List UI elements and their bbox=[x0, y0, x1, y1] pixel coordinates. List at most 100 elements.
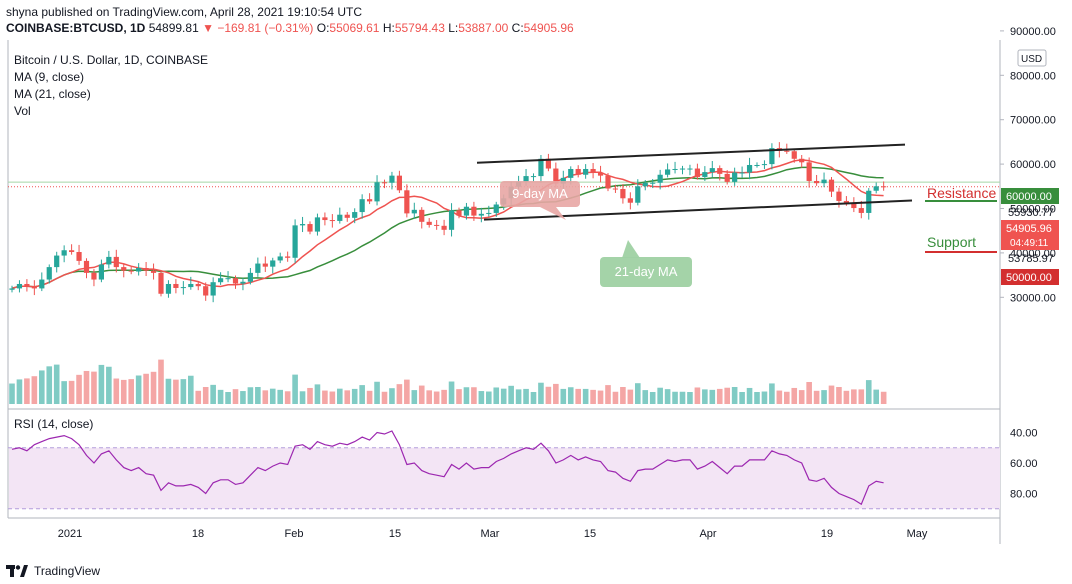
ma21-line bbox=[11, 166, 884, 290]
candle-body bbox=[165, 283, 172, 294]
candle-body bbox=[471, 206, 477, 216]
candle-body bbox=[605, 175, 611, 189]
candle-body bbox=[478, 213, 484, 216]
close-label: C: bbox=[511, 21, 524, 35]
high-value: 55794.43 bbox=[394, 21, 445, 35]
ma21-callout-pointer bbox=[622, 240, 640, 258]
volume-bar bbox=[426, 390, 432, 404]
volume-bar bbox=[404, 379, 410, 404]
volume-bar bbox=[329, 391, 336, 404]
time-tick-label: 2021 bbox=[58, 528, 82, 540]
candle-body bbox=[694, 168, 700, 177]
time-tick-label: Feb bbox=[285, 528, 304, 540]
candle-body bbox=[277, 256, 283, 261]
last-price-tag-bg bbox=[1001, 220, 1059, 250]
volume-bar bbox=[716, 388, 723, 404]
volume-bar bbox=[791, 387, 798, 404]
candle-body bbox=[143, 267, 149, 271]
volume-bar bbox=[98, 364, 105, 404]
ma9-callout-box bbox=[500, 181, 580, 207]
ma9-callout-label: 9-day MA bbox=[512, 186, 568, 201]
volume-bar bbox=[284, 391, 291, 404]
candle-body bbox=[210, 282, 216, 296]
ohlc-line: COINBASE:BTCUSD, 1D 54899.81 ▼ −169.81 (… bbox=[6, 20, 574, 36]
volume-bar bbox=[31, 376, 38, 404]
candle-body bbox=[709, 168, 715, 173]
candle-body bbox=[329, 220, 335, 222]
candle-body bbox=[106, 256, 112, 265]
rsi-band bbox=[9, 447, 1000, 509]
volume-bar bbox=[91, 371, 97, 404]
volume-bar bbox=[255, 387, 261, 404]
candle-body bbox=[419, 209, 425, 222]
volume-bar bbox=[61, 381, 67, 404]
low-label: L: bbox=[448, 21, 459, 35]
candle-body bbox=[687, 168, 693, 170]
volume-bar bbox=[322, 390, 328, 404]
candle-body bbox=[314, 217, 321, 232]
volume-bar bbox=[538, 382, 544, 404]
volume-bar bbox=[381, 391, 388, 404]
volume-bar bbox=[486, 391, 492, 404]
volume-bar bbox=[135, 375, 142, 404]
candle-body bbox=[799, 158, 805, 163]
candle-body bbox=[463, 206, 470, 216]
volume-bar bbox=[128, 379, 134, 404]
volume-bar bbox=[873, 389, 879, 404]
price-tick-label: 50000.00 bbox=[1010, 204, 1056, 216]
candle-body bbox=[590, 168, 596, 173]
candle-body bbox=[54, 255, 60, 268]
volume-bar bbox=[337, 388, 343, 404]
volume-bar bbox=[165, 378, 172, 404]
symbol-label: COINBASE:BTCUSD, 1D bbox=[6, 21, 146, 35]
candle-body bbox=[46, 267, 52, 280]
candle-body bbox=[307, 224, 313, 232]
candle-body bbox=[679, 168, 686, 170]
candle-body bbox=[16, 283, 23, 289]
candle-body bbox=[873, 186, 879, 191]
tradingview-footer[interactable]: TradingView bbox=[6, 564, 100, 578]
volume-bar bbox=[173, 379, 179, 404]
candle-body bbox=[620, 188, 626, 199]
volume-bar bbox=[769, 383, 775, 404]
time-tick-label: Mar bbox=[481, 528, 500, 540]
volume-bar bbox=[560, 388, 567, 404]
candle-body bbox=[255, 263, 261, 273]
volume-bar bbox=[448, 381, 455, 404]
candle-body bbox=[76, 252, 82, 261]
support-price-tag-bg bbox=[1001, 269, 1059, 285]
volume-bar bbox=[858, 389, 865, 404]
volume-bar bbox=[351, 388, 358, 404]
candle-body bbox=[791, 151, 797, 159]
candle-body bbox=[180, 287, 186, 289]
price-tick-label: 30000.00 bbox=[1010, 292, 1056, 304]
price-pane bbox=[8, 40, 1000, 406]
candle-body bbox=[545, 158, 551, 169]
last-price: 54899.81 bbox=[148, 21, 199, 35]
volume-bar bbox=[292, 374, 298, 404]
candle-body bbox=[858, 208, 864, 213]
candle-body bbox=[642, 182, 648, 187]
volume-bar bbox=[746, 387, 753, 404]
low-value: 53887.00 bbox=[458, 21, 509, 35]
candle-body bbox=[732, 172, 738, 182]
volume-bar bbox=[418, 385, 425, 404]
candle-body bbox=[784, 150, 790, 152]
volume-bar bbox=[523, 388, 529, 404]
volume-bar bbox=[16, 379, 23, 404]
volume-bar bbox=[262, 390, 269, 404]
volume-bar bbox=[731, 387, 738, 404]
candle-body bbox=[411, 209, 417, 214]
candle-body bbox=[374, 182, 380, 202]
volume-bar bbox=[456, 389, 462, 404]
candle-body bbox=[672, 168, 678, 170]
candle-body bbox=[218, 278, 224, 283]
ma9-line bbox=[11, 159, 884, 290]
volume-bar bbox=[851, 389, 857, 404]
volume-bar bbox=[761, 391, 768, 404]
candle-body bbox=[530, 176, 537, 178]
candle-body bbox=[225, 278, 231, 280]
candle-body bbox=[665, 169, 671, 175]
down-arrow-icon: ▼ bbox=[202, 21, 214, 35]
